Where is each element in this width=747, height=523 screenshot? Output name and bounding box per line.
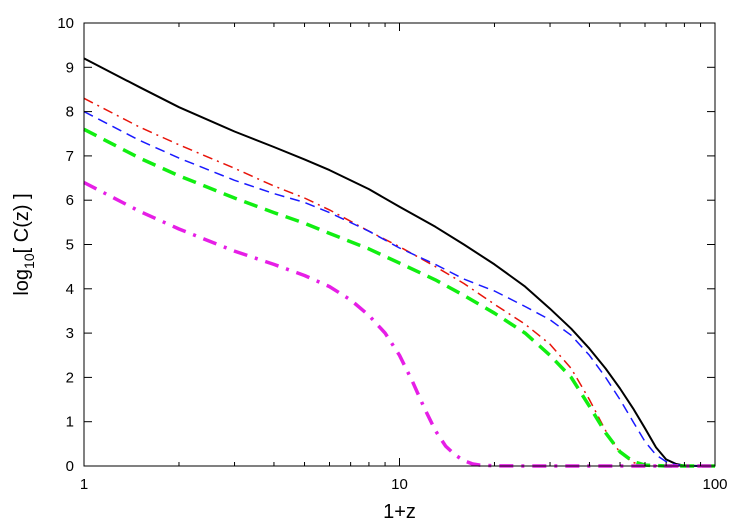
y-tick-label: 6	[66, 192, 74, 209]
y-tick-label: 9	[66, 59, 74, 76]
y-tick-label: 5	[66, 237, 74, 254]
y-tick-label: 1	[66, 414, 74, 431]
y-axis-title-main: log	[11, 269, 33, 296]
x-axis-title: 1+z	[383, 501, 416, 523]
series-line-3	[83, 110, 715, 467]
series-line-1	[83, 57, 715, 467]
series-line-4	[83, 127, 715, 468]
y-tick-label: 8	[66, 104, 74, 121]
y-axis-title: log10[ C(z) ]	[11, 193, 37, 295]
plot-frame	[83, 22, 716, 467]
y-tick-label: 7	[66, 148, 74, 165]
y-axis-title-rest: [ C(z) ]	[11, 193, 33, 253]
x-tick-label: 10	[391, 476, 408, 493]
y-axis-title-sub: 10	[21, 253, 37, 269]
y-tick-label: 0	[66, 458, 74, 475]
series-line-2	[83, 97, 715, 467]
x-tick-label: 100	[702, 476, 727, 493]
y-tick-label: 3	[66, 325, 74, 342]
series-line-5	[83, 180, 715, 468]
y-tick-label: 4	[66, 281, 74, 298]
y-tick-label: 2	[66, 369, 74, 386]
series-layer	[83, 57, 715, 468]
y-tick-label: 10	[57, 15, 74, 32]
x-tick-label: 1	[80, 476, 88, 493]
